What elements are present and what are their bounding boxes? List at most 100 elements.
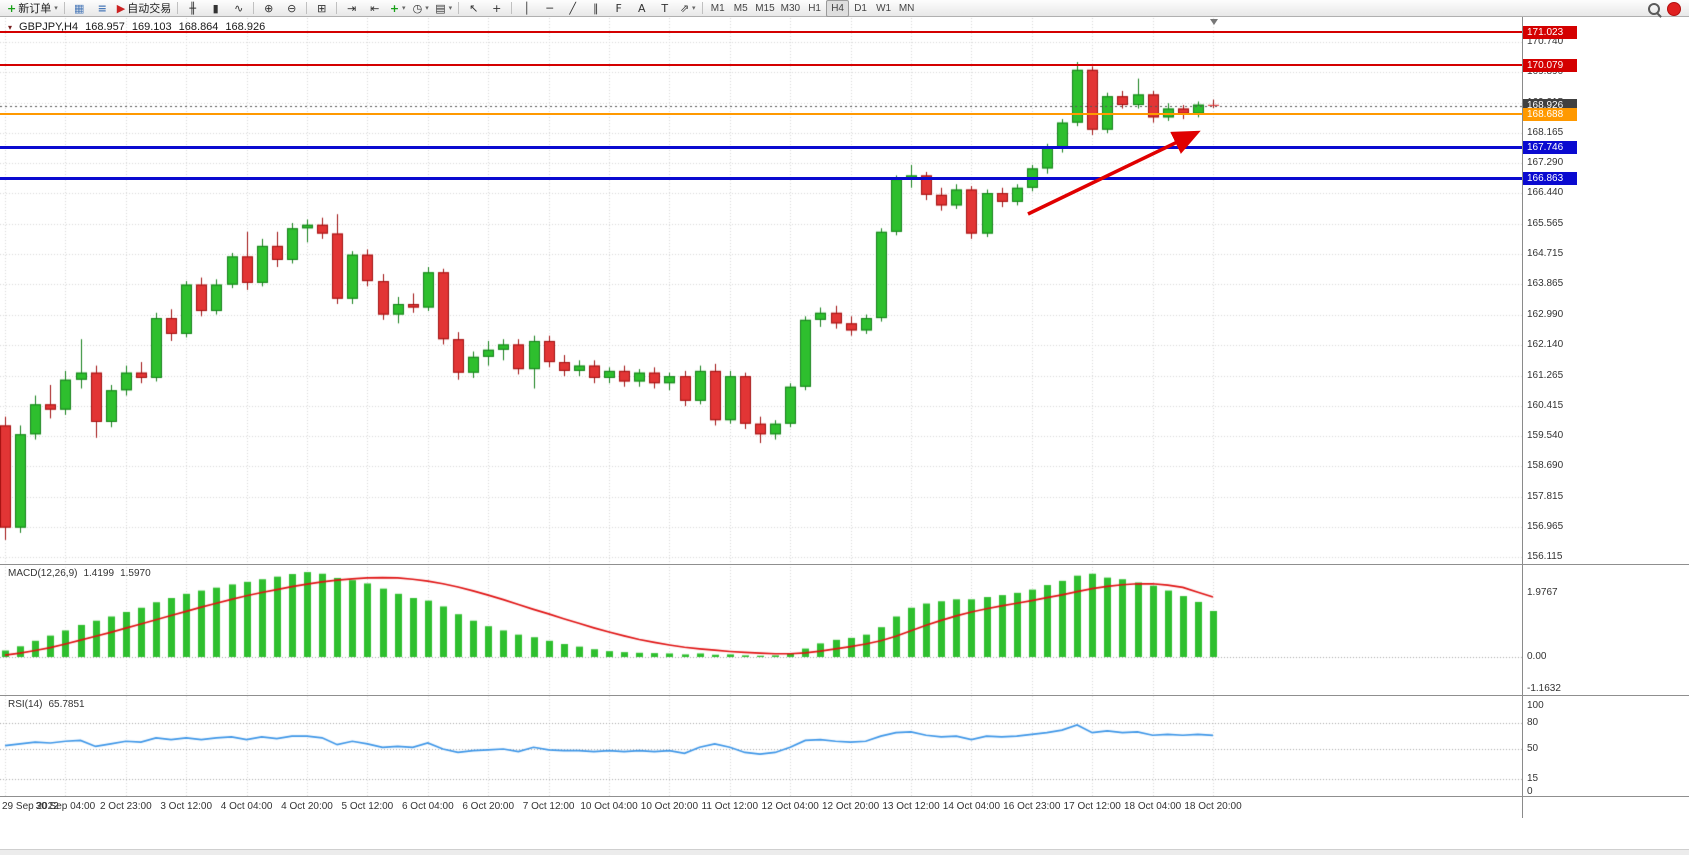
orange-level-line-168688[interactable] <box>0 113 1522 116</box>
horizontal-line-button[interactable]: ─ <box>538 0 561 17</box>
time-axis-label: 6 Oct 04:00 <box>401 801 454 812</box>
macd-rsi-splitter[interactable] <box>0 695 1689 696</box>
rsi-scale-label: 0 <box>1527 786 1533 797</box>
autotrading-button[interactable]: ▶ 自动交易 <box>114 0 174 17</box>
time-axis-label: 16 Oct 23:00 <box>1003 801 1061 812</box>
dropdown-caret-icon: ▾ <box>425 4 429 12</box>
charts-window-button[interactable]: ▦ <box>68 0 91 17</box>
button-label: M5 <box>733 2 748 14</box>
toolbar-separator <box>253 2 255 14</box>
price-tick-label: 163.865 <box>1527 278 1564 290</box>
auto-scroll-icon: ⇥ <box>347 1 357 15</box>
chart-shift-button[interactable]: ⇤ <box>363 0 386 17</box>
arrows-icon: ⇗ <box>679 1 690 15</box>
market-depth-button[interactable]: ≡ <box>91 0 114 17</box>
price-tick-label: 167.290 <box>1527 157 1564 169</box>
tile-windows-icon: ⊞ <box>317 1 327 15</box>
line-chart-button[interactable]: ∿ <box>227 0 250 17</box>
new-order-button[interactable]: + 新订单 ▾ <box>4 0 61 17</box>
zoom-in-button[interactable]: ⊕ <box>257 0 280 17</box>
trendline-icon: ╱ <box>569 1 577 15</box>
templates-button[interactable]: ▤ ▾ <box>432 0 455 17</box>
cursor-button[interactable]: ↖ <box>462 0 485 17</box>
time-axis-label: 6 Oct 20:00 <box>462 801 515 812</box>
dropdown-caret-icon: ▾ <box>402 4 406 12</box>
price-tick-label: 162.990 <box>1527 308 1564 320</box>
time-axis-label: 7 Oct 12:00 <box>522 801 575 812</box>
fibonacci-button[interactable]: F <box>607 0 630 17</box>
notification-badge[interactable] <box>1667 2 1681 16</box>
indicators-icon: + <box>389 1 400 15</box>
timeframe-h4-button[interactable]: H4 <box>826 0 850 17</box>
main-toolbar: + 新订单 ▾ ▦ ≡ ▶ 自动交易 ╫ ▮ ∿ ⊕ ⊖ ⊞ ⇥ ⇤ + ▾ ◷ ▾ ▤ ▾ ↖ + │ ─ ╱ ∥ F A T ⇗ ▾ M1 M… <box>0 0 1689 17</box>
horizontal-line-icon: ─ <box>546 1 554 15</box>
equidistant-channel-button[interactable]: ∥ <box>584 0 607 17</box>
toolbar-separator <box>63 2 65 14</box>
time-axis-label: 12 Oct 20:00 <box>821 801 880 812</box>
price-tick-label: 170.740 <box>1527 36 1564 47</box>
chart-shift-marker-icon[interactable] <box>1210 19 1218 25</box>
charts-window-icon: ▦ <box>74 1 85 15</box>
time-axis-label: 17 Oct 12:00 <box>1063 801 1121 812</box>
toolbar-right-icons <box>1648 2 1681 16</box>
support-line-167746[interactable] <box>0 145 1522 149</box>
rsi-value: 65.7851 <box>48 699 85 710</box>
text-label-icon: T <box>661 1 669 15</box>
auto-scroll-button[interactable]: ⇥ <box>340 0 363 17</box>
button-label: W1 <box>876 2 892 14</box>
zoom-out-icon: ⊖ <box>287 1 297 15</box>
support-line-166863[interactable] <box>0 177 1522 181</box>
toolbar-separator <box>336 2 338 14</box>
ohlc-bars-button[interactable]: ╫ <box>181 0 204 17</box>
timeframe-h1-button[interactable]: H1 <box>803 0 826 17</box>
price-tick-label: 161.265 <box>1527 369 1564 381</box>
ohlc-bars-icon: ╫ <box>189 1 197 15</box>
search-icon[interactable] <box>1648 3 1660 15</box>
timeframe-m5-button[interactable]: M5 <box>729 0 752 17</box>
zoom-out-button[interactable]: ⊖ <box>280 0 303 17</box>
price-tick-label: 166.440 <box>1527 187 1564 199</box>
vertical-line-button[interactable]: │ <box>515 0 538 17</box>
price-tick-label: 164.715 <box>1527 248 1564 260</box>
macd-name: MACD(12,26,9) <box>8 568 78 579</box>
timeframe-w1-button[interactable]: W1 <box>872 0 895 17</box>
price-tick-label: 157.815 <box>1527 491 1564 503</box>
candlesticks-button[interactable]: ▮ <box>204 0 227 17</box>
button-label: M30 <box>780 2 801 14</box>
resistance-line-171023[interactable] <box>0 31 1522 34</box>
crosshair-button[interactable]: + <box>485 0 508 17</box>
timeframe-m1-button[interactable]: M1 <box>706 0 729 17</box>
main-macd-splitter[interactable] <box>0 564 1689 565</box>
indicators-button[interactable]: + ▾ <box>386 0 409 17</box>
templates-icon: ▤ <box>435 1 446 15</box>
price-tick-label: 159.540 <box>1527 430 1564 442</box>
price-badge: 168.688 <box>1523 107 1577 121</box>
timeframe-d1-button[interactable]: D1 <box>849 0 872 17</box>
resistance-line-170079[interactable] <box>0 64 1522 67</box>
text-button[interactable]: A <box>630 0 653 17</box>
macd-main-value: 1.4199 <box>83 568 115 579</box>
market-depth-icon: ≡ <box>97 1 107 15</box>
timeframe-m30-button[interactable]: M30 <box>778 0 803 17</box>
trendline-button[interactable]: ╱ <box>561 0 584 17</box>
text-label-button[interactable]: T <box>653 0 676 17</box>
dropdown-caret-icon: ▾ <box>54 4 58 12</box>
time-axis-label: 3 Oct 12:00 <box>160 801 213 812</box>
time-axis-label: 18 Oct 20:00 <box>1184 801 1242 812</box>
rsi-timeaxis-splitter[interactable] <box>0 796 1689 797</box>
timeframe-mn-button[interactable]: MN <box>895 0 918 17</box>
candlesticks-icon: ▮ <box>212 1 219 15</box>
rsi-scale-label: 15 <box>1527 773 1539 785</box>
tile-windows-button[interactable]: ⊞ <box>310 0 333 17</box>
arrows-button[interactable]: ⇗ ▾ <box>676 0 699 17</box>
price-tick-label: 158.690 <box>1527 460 1564 472</box>
button-label: M15 <box>755 2 775 14</box>
text-icon: A <box>637 1 646 15</box>
periods-button[interactable]: ◷ ▾ <box>409 0 432 17</box>
ohlc-high: 169.103 <box>131 21 172 33</box>
time-axis-label: 12 Oct 04:00 <box>761 801 819 812</box>
cursor-icon: ↖ <box>469 1 479 15</box>
macd-signal-value: 1.5970 <box>120 568 151 579</box>
timeframe-m15-button[interactable]: M15 <box>752 0 777 17</box>
